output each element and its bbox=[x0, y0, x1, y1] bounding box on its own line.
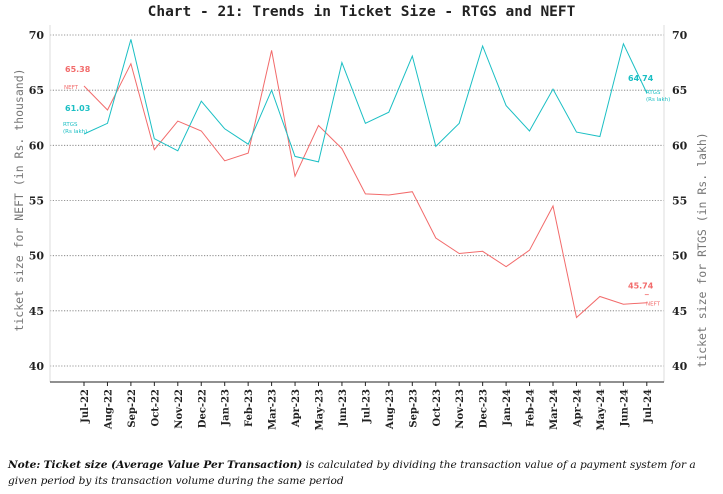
x-tick-label: Jun-23 bbox=[338, 389, 349, 427]
note-prefix: Note: bbox=[8, 459, 41, 471]
x-tick-label: Sep-22 bbox=[127, 389, 138, 428]
x-tick-label: Sep-23 bbox=[408, 389, 419, 428]
axes bbox=[49, 25, 665, 383]
y-tick-label-left: 65 bbox=[29, 84, 44, 97]
x-tick-label: Aug-23 bbox=[385, 389, 396, 430]
neft-end-value: 45.74 bbox=[628, 282, 654, 291]
x-tick-label: Jan-23 bbox=[221, 389, 232, 427]
y-tick-label-right: 40 bbox=[672, 360, 688, 373]
chart-title: Chart - 21: Trends in Ticket Size - RTGS… bbox=[147, 4, 576, 20]
y-tick-label-right: 60 bbox=[672, 139, 688, 152]
y-tick-label-left: 50 bbox=[29, 250, 45, 263]
chart-area: 40 45 50 55 60 65 70 40 45 50 55 60 65 70 Jul-22 Aug-… bbox=[12, 25, 709, 430]
x-tick-label: Jul-24 bbox=[643, 389, 654, 424]
y-axis-right-label: ticket size for RTGS (in Rs. lakh) bbox=[695, 132, 709, 367]
rtgs-end-tag-unit: (Rs lakh) bbox=[646, 97, 670, 103]
y-tick-label-right: 55 bbox=[672, 195, 687, 208]
neft-start-value: 65.38 bbox=[65, 65, 91, 74]
x-tick-label: May-23 bbox=[315, 389, 326, 430]
x-tick-label: Feb-23 bbox=[244, 389, 255, 427]
x-tick-label: Apr-24 bbox=[572, 389, 583, 428]
x-tick-label: Aug-22 bbox=[103, 389, 114, 430]
x-tick-label: Jan-24 bbox=[502, 389, 513, 427]
y-tick-label-right: 45 bbox=[672, 305, 687, 318]
x-tick-label: May-24 bbox=[596, 389, 607, 430]
rtgs-end-tag: RTGS bbox=[646, 90, 661, 96]
x-tick-label: Jul-23 bbox=[361, 389, 372, 424]
series-line-neft bbox=[83, 50, 647, 319]
footnote: Note: Ticket size (Average Value Per Tra… bbox=[8, 457, 716, 489]
y-tick-label-left: 45 bbox=[29, 305, 44, 318]
y-tick-label-left: 40 bbox=[29, 360, 45, 373]
y-tick-label-left: 55 bbox=[29, 195, 44, 208]
x-tick-label: Dec-22 bbox=[197, 389, 208, 428]
note-bold: Ticket size (Average Value Per Transacti… bbox=[43, 459, 303, 471]
series-lines bbox=[83, 39, 648, 319]
rtgs-start-tag-unit: (Rs lakh) bbox=[63, 129, 87, 135]
rtgs-end-value: 64.74 bbox=[628, 74, 654, 83]
y-axis-left-ticks: 40 45 50 55 60 65 70 bbox=[29, 29, 45, 373]
x-tick-label: Apr-23 bbox=[291, 389, 302, 428]
y-axis-right-ticks: 40 45 50 55 60 65 70 bbox=[672, 29, 688, 373]
rtgs-start-value: 61.03 bbox=[65, 104, 90, 113]
x-tick-label: Feb-24 bbox=[526, 389, 537, 427]
y-tick-label-right: 70 bbox=[672, 29, 688, 42]
series-line-rtgs bbox=[83, 39, 648, 163]
gridlines bbox=[50, 34, 664, 367]
rtgs-start-tag: RTGS bbox=[63, 122, 78, 128]
x-axis-ticks: Jul-22 Aug-22 Sep-22 Oct-22 Nov-22 Dec-22 Jan-… bbox=[80, 382, 654, 430]
x-tick-label: Nov-23 bbox=[455, 389, 466, 429]
note-text: is calculated by dividing the transactio… bbox=[8, 459, 696, 487]
y-tick-label-left: 70 bbox=[29, 29, 45, 42]
y-axis-left-label: ticket size for NEFT (in Rs. thousand) bbox=[12, 68, 26, 331]
x-tick-label: Oct-22 bbox=[150, 389, 161, 427]
x-tick-label: Jul-22 bbox=[80, 389, 91, 424]
x-tick-label: Dec-23 bbox=[479, 389, 490, 428]
neft-end-tag: NEFT bbox=[646, 302, 661, 308]
neft-start-tag: NEFT bbox=[64, 85, 79, 91]
x-tick-label: Jun-24 bbox=[619, 389, 630, 427]
x-tick-label: Mar-24 bbox=[549, 389, 560, 430]
x-tick-label: Nov-22 bbox=[174, 389, 185, 429]
y-tick-label-right: 65 bbox=[672, 84, 687, 97]
y-tick-label-left: 60 bbox=[29, 139, 45, 152]
x-tick-label: Oct-23 bbox=[432, 389, 443, 427]
y-tick-label-right: 50 bbox=[672, 250, 688, 263]
x-tick-label: Mar-23 bbox=[268, 389, 279, 430]
